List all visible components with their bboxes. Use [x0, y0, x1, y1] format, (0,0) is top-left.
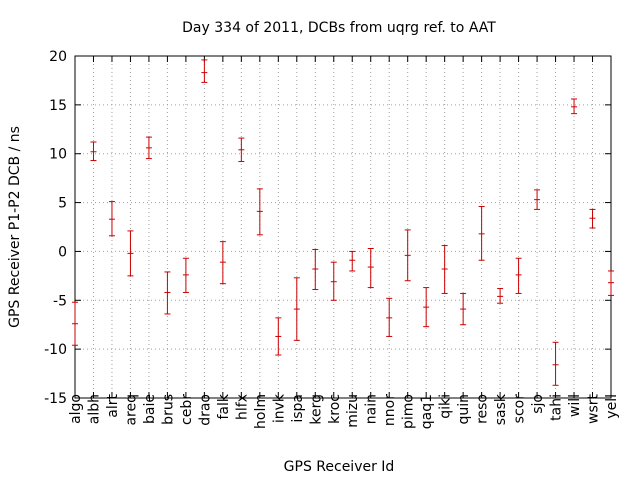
- y-tick-label: 0: [58, 244, 67, 260]
- chart-title: Day 334 of 2011, DCBs from uqrg ref. to …: [182, 20, 496, 36]
- x-tick-label: pimo: [401, 394, 417, 429]
- error-bar-kerg: [312, 248, 319, 291]
- x-tick-label: scor: [512, 394, 528, 424]
- error-bar-algo: [72, 301, 78, 346]
- error-bar-drao: [201, 59, 208, 83]
- error-bar-quin: [460, 292, 467, 326]
- x-tick-label: algo: [68, 394, 84, 424]
- error-bar-albh: [90, 141, 97, 162]
- x-tick-label: holm: [253, 394, 269, 429]
- error-bar-qaq1: [423, 287, 430, 328]
- error-bar-sask: [497, 288, 504, 304]
- x-tick-label: sask: [493, 393, 509, 425]
- y-axis-label: GPS Receiver P1-P2 DCB / ns: [7, 126, 23, 328]
- error-bar-wsrt: [589, 208, 596, 229]
- x-tick-label: ispa: [290, 394, 306, 423]
- error-bar-mizu: [349, 250, 356, 272]
- x-tick-label: kroc: [327, 394, 343, 424]
- error-bar-falk: [219, 241, 226, 285]
- y-tick-label: 10: [49, 147, 67, 163]
- x-tick-label: alrt: [105, 393, 121, 417]
- x-tick-label: tahi: [549, 394, 565, 421]
- x-tick-label: quin: [456, 394, 472, 425]
- error-bar-reso: [478, 205, 485, 261]
- y-tick-label: -5: [53, 293, 67, 309]
- error-bar-series: [72, 59, 614, 386]
- error-bar-holm: [256, 188, 263, 236]
- grid-lines: [75, 56, 611, 398]
- error-bar-will: [571, 98, 578, 115]
- error-bar-brus: [164, 271, 171, 315]
- x-tick-label: sjo: [530, 394, 546, 414]
- error-bar-alrt: [108, 201, 115, 237]
- x-tick-label: mizu: [345, 394, 361, 428]
- x-tick-label: areq: [123, 394, 139, 426]
- error-bar-areq: [127, 230, 134, 277]
- x-tick-label: hlfx: [234, 394, 250, 420]
- y-axis-ticks: -15 -10 -5 0 5 10 15 20: [44, 49, 611, 407]
- error-bar-yell: [608, 270, 614, 296]
- x-tick-label: invk: [271, 393, 287, 423]
- error-bar-nnor: [386, 297, 393, 337]
- x-tick-label: wsrt: [586, 394, 602, 425]
- x-tick-label: drao: [197, 394, 213, 426]
- error-bar-tahi: [552, 341, 559, 386]
- x-tick-label: qaq1: [419, 394, 435, 429]
- error-bar-ispa: [293, 277, 300, 341]
- error-bar-kroc: [330, 261, 337, 301]
- x-tick-label: albh: [86, 394, 102, 424]
- plot-border: [74, 55, 612, 399]
- x-axis-label: GPS Receiver Id: [284, 459, 395, 475]
- x-tick-label: nain: [364, 394, 380, 424]
- x-tick-label: qiki: [438, 394, 454, 419]
- x-tick-label: baie: [142, 394, 158, 424]
- plot-frame: [74, 55, 612, 399]
- x-tick-label: nnor: [382, 394, 398, 426]
- x-tick-label: brus: [160, 394, 176, 425]
- y-tick-label: -10: [44, 342, 67, 358]
- x-tick-label: yell: [604, 394, 620, 419]
- y-tick-label: 5: [58, 196, 67, 212]
- x-axis-ticks: algo albh alrt areq baie brus cebr drao falk hlfx…: [68, 56, 620, 429]
- x-tick-label: reso: [475, 394, 491, 424]
- error-bar-sjo: [534, 189, 541, 210]
- x-tick-label: falk: [216, 393, 232, 419]
- y-tick-label: 15: [49, 98, 67, 114]
- y-tick-label: -15: [44, 391, 67, 407]
- x-tick-label: will: [567, 394, 583, 417]
- x-tick-label: kerg: [308, 394, 324, 425]
- error-bar-qiki: [441, 245, 448, 294]
- y-tick-label: 20: [49, 49, 67, 65]
- error-bar-cebr: [182, 257, 189, 293]
- error-bar-pimo: [404, 229, 411, 282]
- x-tick-label: cebr: [179, 394, 195, 425]
- error-bar-scor: [515, 257, 522, 294]
- error-bar-hlfx: [238, 137, 245, 163]
- error-bar-nain: [367, 247, 374, 289]
- error-bar-invk: [275, 317, 282, 356]
- error-bar-baie: [145, 136, 152, 160]
